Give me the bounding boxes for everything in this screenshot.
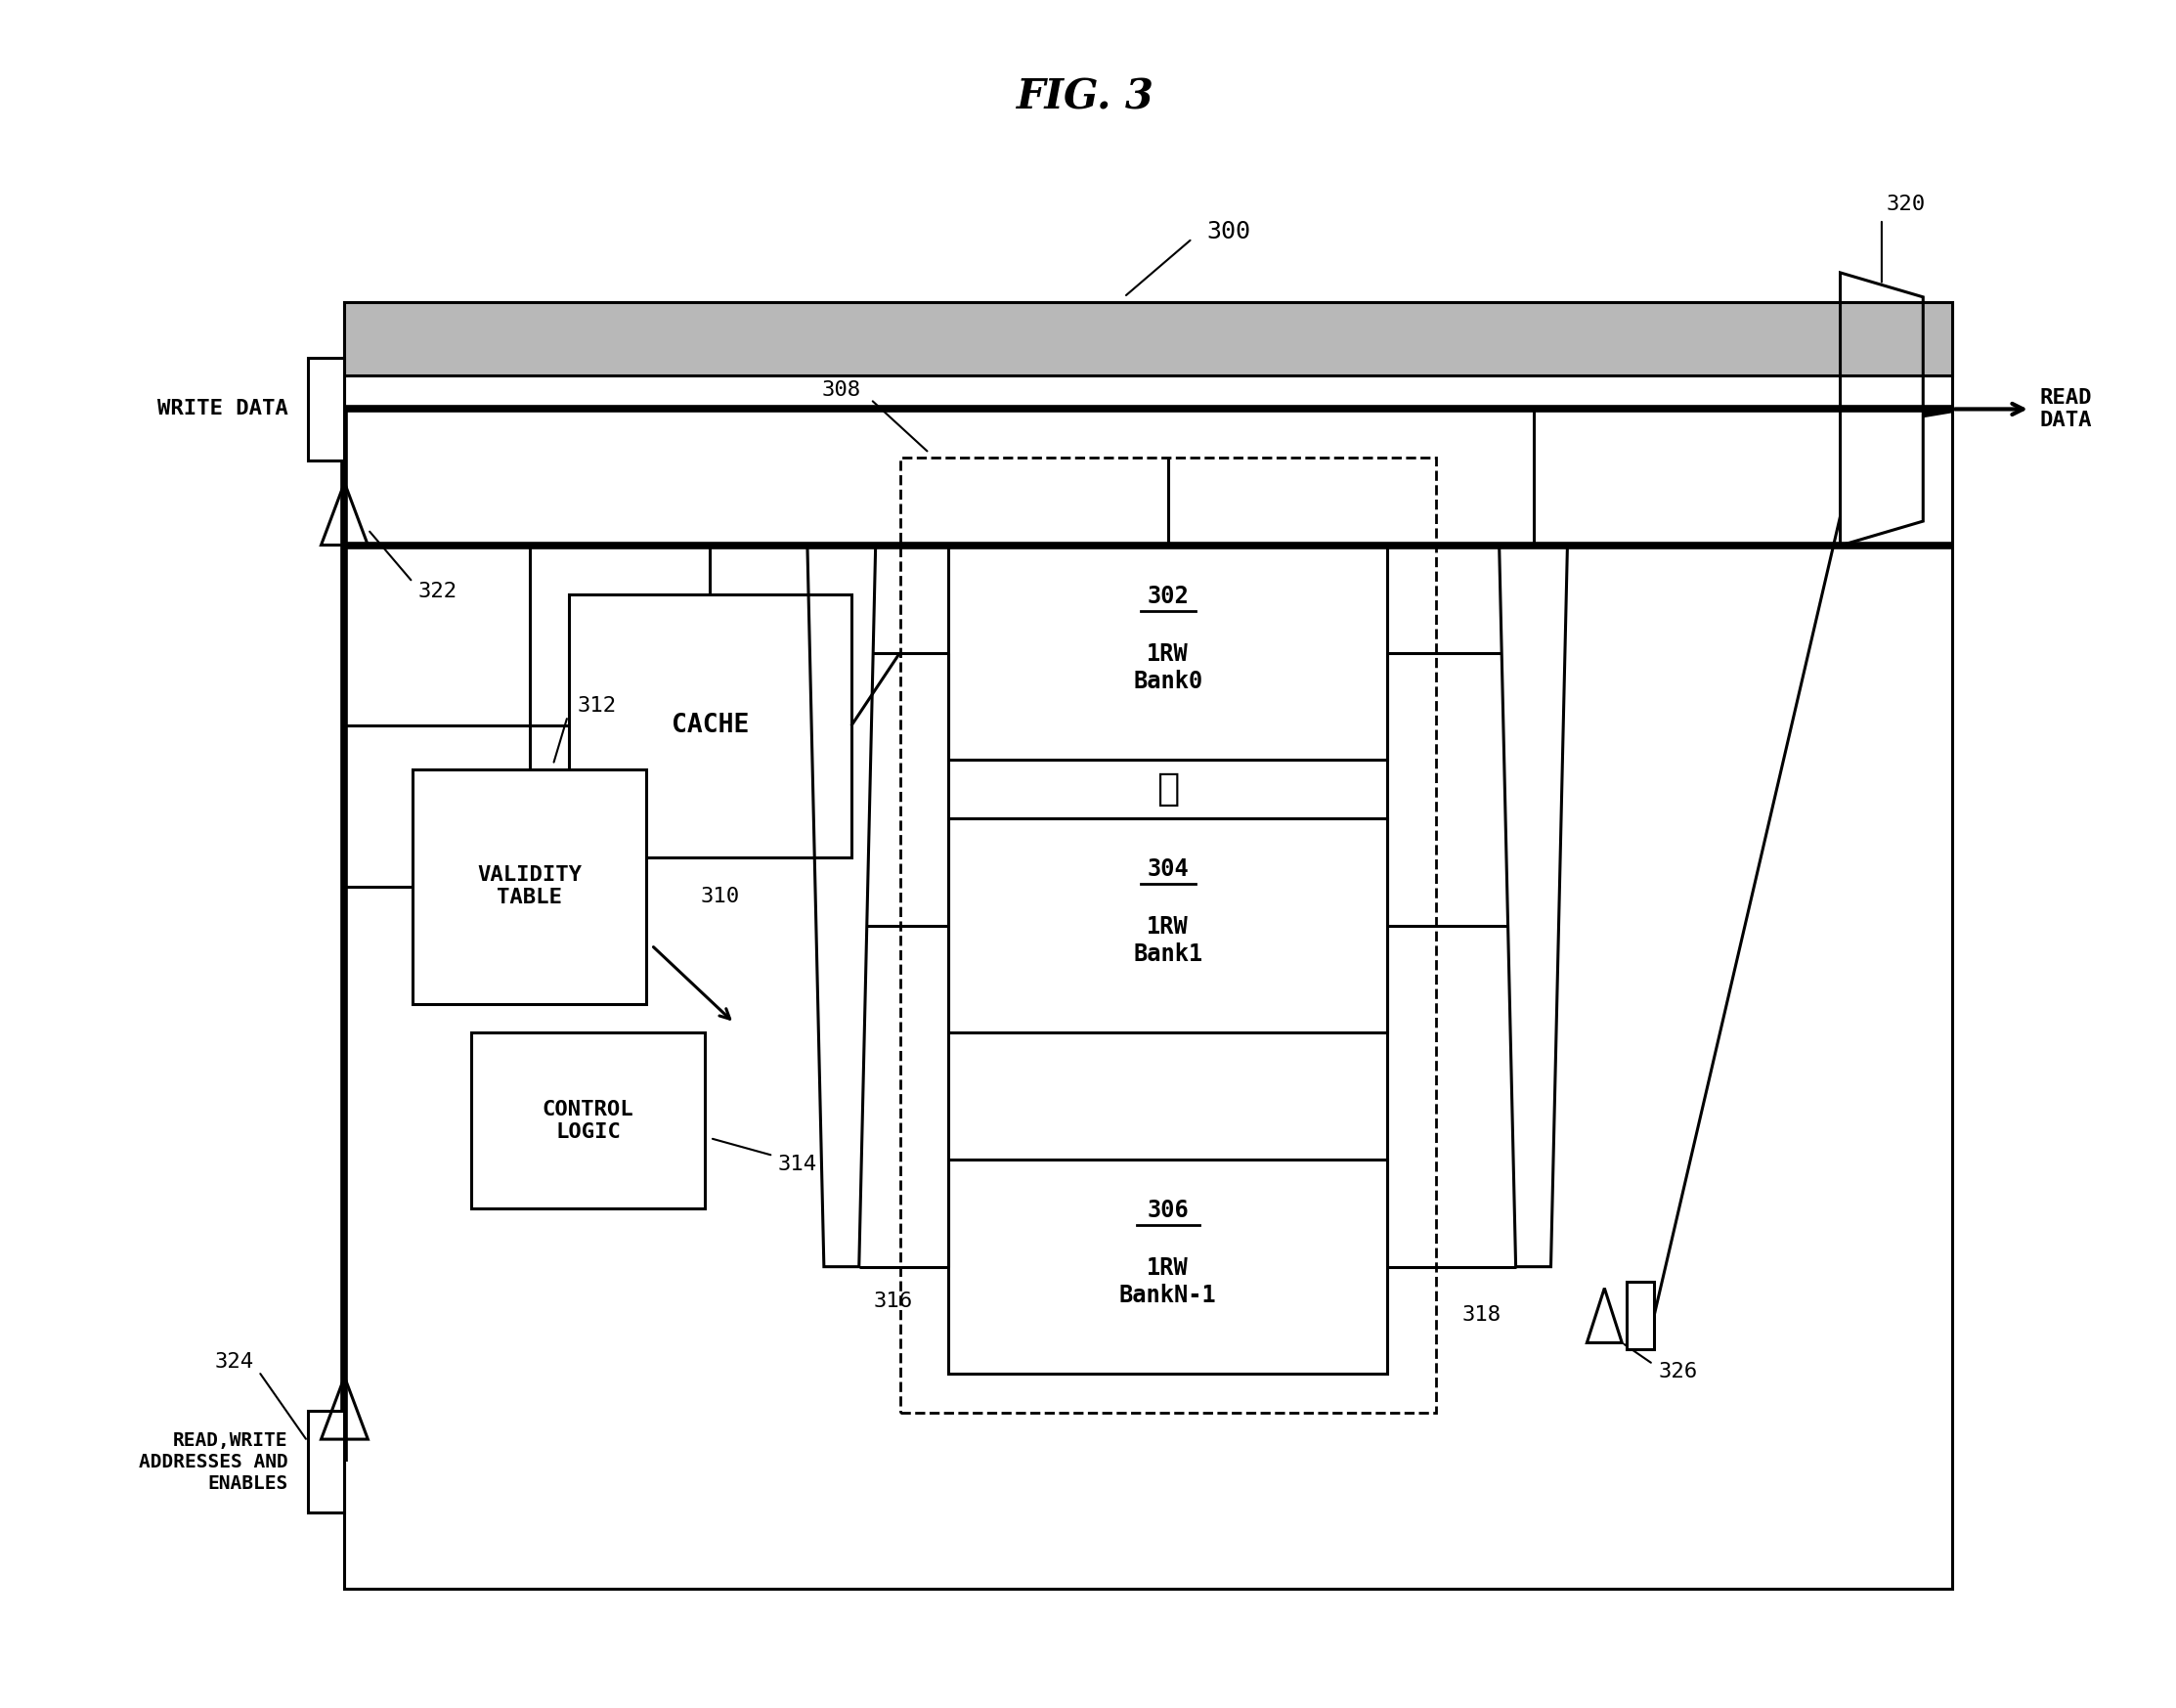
Text: 314: 314 <box>779 1155 818 1173</box>
Text: CONTROL
LOGIC: CONTROL LOGIC <box>542 1100 633 1141</box>
Text: 322: 322 <box>418 582 457 601</box>
Bar <box>568 594 851 857</box>
Bar <box>949 818 1386 1033</box>
Text: FIG. 3: FIG. 3 <box>1016 77 1153 118</box>
Bar <box>344 302 1952 1588</box>
Bar <box>307 1411 344 1513</box>
Text: 1RW
Bank0: 1RW Bank0 <box>1134 642 1203 693</box>
Text: 300: 300 <box>1208 220 1251 244</box>
Bar <box>901 458 1436 1413</box>
Text: 306: 306 <box>1147 1199 1188 1221</box>
Text: WRITE DATA: WRITE DATA <box>157 400 287 418</box>
Text: READ,WRITE
ADDRESSES AND
ENABLES: READ,WRITE ADDRESSES AND ENABLES <box>139 1431 287 1493</box>
Text: 302: 302 <box>1147 584 1188 608</box>
Bar <box>472 1033 705 1208</box>
Bar <box>949 1160 1386 1373</box>
Text: 324: 324 <box>215 1353 255 1372</box>
Bar <box>307 359 344 459</box>
Bar <box>1628 1281 1654 1349</box>
Bar <box>413 770 646 1004</box>
Bar <box>949 545 1386 760</box>
Text: 316: 316 <box>873 1291 914 1310</box>
Text: 318: 318 <box>1462 1305 1501 1325</box>
Text: 308: 308 <box>823 379 862 400</box>
Text: 320: 320 <box>1887 195 1926 214</box>
Text: 310: 310 <box>701 886 740 907</box>
Text: 312: 312 <box>577 697 616 716</box>
Text: 1RW
Bank1: 1RW Bank1 <box>1134 915 1203 965</box>
Text: VALIDITY
TABLE: VALIDITY TABLE <box>477 866 581 907</box>
Text: 304: 304 <box>1147 857 1188 881</box>
Text: CACHE: CACHE <box>670 714 749 738</box>
Text: ⋮: ⋮ <box>1155 770 1179 808</box>
Text: READ
DATA: READ DATA <box>2041 388 2093 430</box>
Bar <box>344 302 1952 376</box>
Text: 1RW
BankN-1: 1RW BankN-1 <box>1118 1255 1216 1307</box>
Text: 326: 326 <box>1658 1363 1697 1382</box>
